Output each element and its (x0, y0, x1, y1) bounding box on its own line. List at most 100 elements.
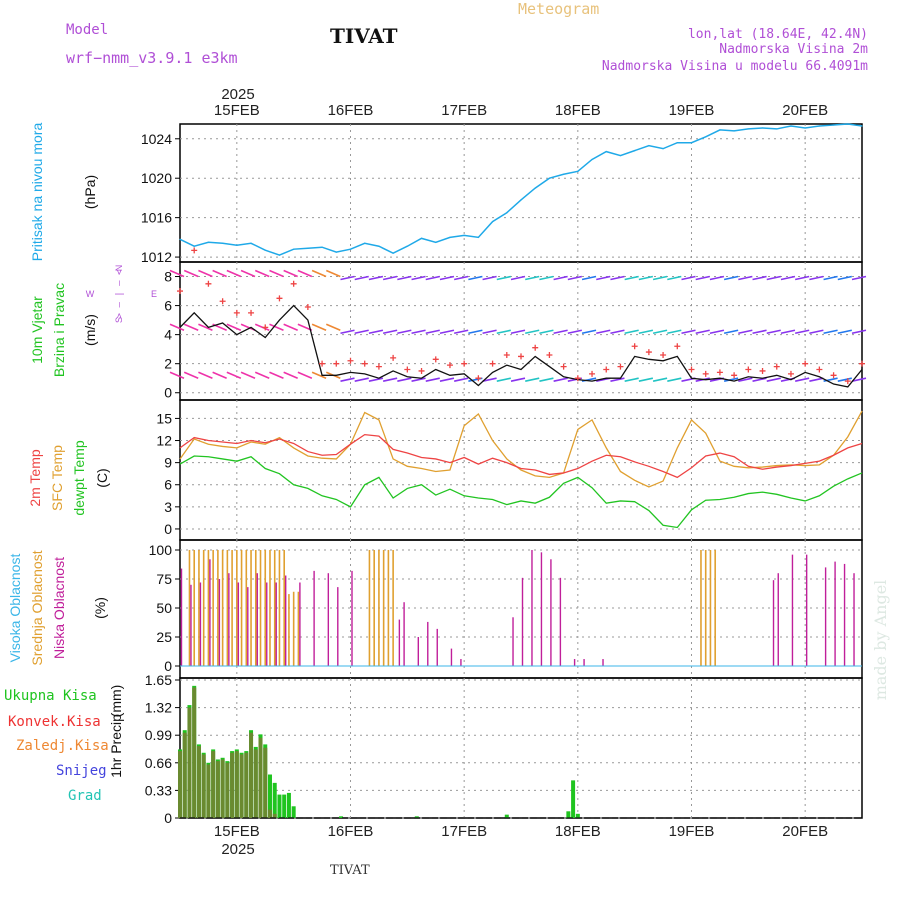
pressure-point (222, 242, 224, 244)
wind-barb (581, 275, 597, 281)
wind-barb (610, 275, 625, 281)
conv-precip-bar (267, 809, 272, 818)
pressure-point (705, 136, 707, 138)
pressure-point (349, 248, 352, 250)
wind-ticks: 8 6 4 2 0 (164, 269, 180, 401)
wind-barb (553, 275, 568, 281)
wind-barb (439, 329, 455, 335)
wind-barb (596, 275, 611, 281)
wind-barb (198, 371, 213, 379)
pressure-point (548, 177, 551, 179)
hail-label: Grad (68, 788, 102, 804)
wind-barb (794, 377, 810, 382)
lonlat-label: lon,lat (18.64E, 42.4N) (688, 27, 868, 42)
wind-barb (766, 377, 781, 382)
pressure-point (847, 123, 849, 125)
wind-gust-mark (617, 363, 624, 370)
wind-barb (709, 329, 725, 335)
frozen-precip-label: Zaledj.Kisa (16, 738, 109, 754)
wind-barb (482, 377, 497, 382)
p-tick-label-3: 1012 (141, 249, 172, 265)
wind-barb (809, 329, 824, 335)
pressure-point (605, 151, 607, 153)
wind-gust-mark (418, 367, 425, 374)
pressure-point (392, 252, 394, 254)
pressure-point (747, 128, 749, 130)
wind-barb (354, 329, 369, 335)
bottom-day-label-4: 19FEB (669, 823, 715, 840)
pressure-point (690, 142, 693, 144)
top-axis-labels: 15FEB 16FEB 17FEB 18FEB 19FEB 20FEB (214, 102, 828, 119)
bottom-day-label-2: 17FEB (441, 823, 487, 840)
sfc-line (179, 410, 863, 488)
wind-barb (340, 329, 355, 335)
wind-gust-mark (787, 370, 794, 377)
wind-gust-mark (631, 343, 638, 350)
conv-precip-bar (196, 746, 201, 818)
wind-barb (368, 329, 384, 335)
pressure-point (250, 242, 252, 244)
wind-ylabel-1: 10m Vjetar (29, 296, 45, 364)
pressure-point (406, 245, 408, 247)
pressure-line (179, 123, 863, 256)
wind-barb (709, 275, 725, 281)
wind-barb (169, 371, 185, 379)
pressure-point (577, 170, 579, 172)
wind-barb (226, 269, 242, 278)
wind-gust-mark (660, 351, 667, 358)
wind-barb (809, 377, 824, 382)
panel-frame-c (179, 539, 863, 679)
t-tick-label-4: 3 (164, 499, 172, 515)
compass-n-label: N (114, 265, 124, 272)
compass-s-label: S (114, 317, 124, 323)
conv-precip-bar (178, 751, 182, 818)
wind-barb (198, 323, 213, 332)
wind-barb (624, 329, 639, 335)
temp2m-ylabel: 2m Temp (27, 449, 43, 507)
wind-barb (723, 377, 739, 382)
wind-barb (723, 275, 739, 281)
wind-gust-mark (475, 375, 482, 382)
wind-barb (439, 275, 455, 281)
wind-gust-mark (177, 288, 183, 295)
pressure-point (463, 234, 465, 236)
bottom-axis-labels: 15FEB 16FEB 17FEB 18FEB 19FEB 20FEB (214, 823, 828, 840)
pressure-point (563, 173, 565, 175)
pressure-point (264, 249, 266, 251)
total-precip-bar (504, 814, 509, 818)
total-precip-bar (339, 816, 344, 818)
conv-precip-bar (187, 707, 192, 818)
wind-barb (638, 275, 654, 281)
wind-barb (425, 329, 440, 335)
total-precip-bar (291, 806, 296, 818)
wind-barb (439, 377, 455, 382)
wind-barb (425, 275, 440, 281)
wind-barb (681, 329, 696, 335)
panel-frames (179, 123, 863, 819)
pressure-point (278, 254, 281, 256)
wind-gust-mark (404, 366, 411, 373)
w-tick-label-4: 0 (164, 385, 172, 401)
wind-barb (311, 269, 327, 278)
wind-barb (269, 269, 284, 278)
temperature-ticks: 15 12 9 6 3 0 (156, 410, 180, 537)
conv-precip-bar (201, 754, 206, 818)
pressure-point (861, 125, 863, 127)
wind-gust-mark (716, 369, 723, 376)
wind-barb (325, 323, 341, 332)
wind-barb (567, 275, 583, 281)
wind-gust-mark (333, 360, 340, 367)
wind-barb (525, 275, 540, 281)
precip-unit: (mm) (108, 685, 124, 718)
wind-barb (553, 329, 568, 335)
wind-gust-mark (844, 378, 851, 385)
w-tick-label-1: 6 (164, 298, 172, 314)
wind-barb (297, 323, 313, 332)
wind-barb (766, 275, 781, 281)
pressure-point (818, 125, 820, 127)
wind-barb (780, 275, 796, 281)
wind-barb (368, 275, 384, 281)
c-tick-label-3: 25 (156, 629, 172, 645)
t-tick-label-3: 6 (164, 477, 172, 493)
elevation-label: Nadmorska Visina 2m (719, 42, 868, 57)
